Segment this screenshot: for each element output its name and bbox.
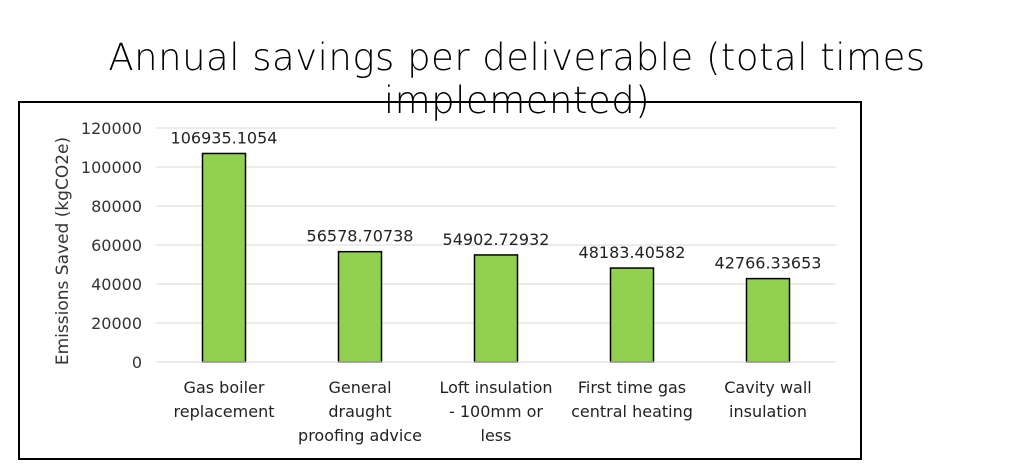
x-category-label: central heating	[571, 402, 693, 421]
bar	[473, 254, 519, 363]
bar	[337, 250, 383, 363]
x-category-label: Loft insulation	[439, 378, 552, 397]
x-category-label: replacement	[174, 402, 275, 421]
x-category-label: Gas boiler	[184, 378, 265, 397]
y-tick-label: 40000	[91, 275, 142, 294]
y-tick-label: 0	[132, 353, 142, 372]
data-label: 106935.1054	[171, 128, 278, 147]
x-category-label: draught	[328, 402, 391, 421]
x-category-label: insulation	[729, 402, 807, 421]
data-label: 42766.33653	[715, 254, 822, 273]
x-category-label: proofing advice	[298, 426, 422, 445]
bar	[745, 277, 791, 363]
x-category-label: - 100mm or	[449, 402, 543, 421]
y-axis-label: Emissions Saved (kgCO2e)	[53, 137, 73, 365]
y-tick-label: 20000	[91, 314, 142, 333]
x-category-label: General	[328, 378, 391, 397]
data-label: 54902.72932	[443, 230, 550, 249]
bar	[201, 152, 247, 363]
chart-area: 0 20000 40000 60000 80000 100000 120000 Emissio…	[18, 101, 862, 460]
chart-title: Annual savings per deliverable (total ti…	[108, 36, 926, 122]
y-tick-label: 100000	[81, 158, 142, 177]
y-tick-label: 80000	[91, 197, 142, 216]
data-label: 56578.70738	[307, 227, 414, 246]
x-category-label: less	[481, 426, 512, 445]
y-tick-label: 60000	[91, 236, 142, 255]
bar-chart: 0 20000 40000 60000 80000 100000 120000 Emissio…	[53, 119, 836, 445]
x-category-label: Cavity wall	[724, 378, 812, 397]
y-tick-label: 120000	[81, 119, 142, 138]
x-category-label: First time gas	[578, 378, 686, 397]
data-label: 48183.40582	[579, 243, 686, 262]
bar	[609, 267, 655, 363]
